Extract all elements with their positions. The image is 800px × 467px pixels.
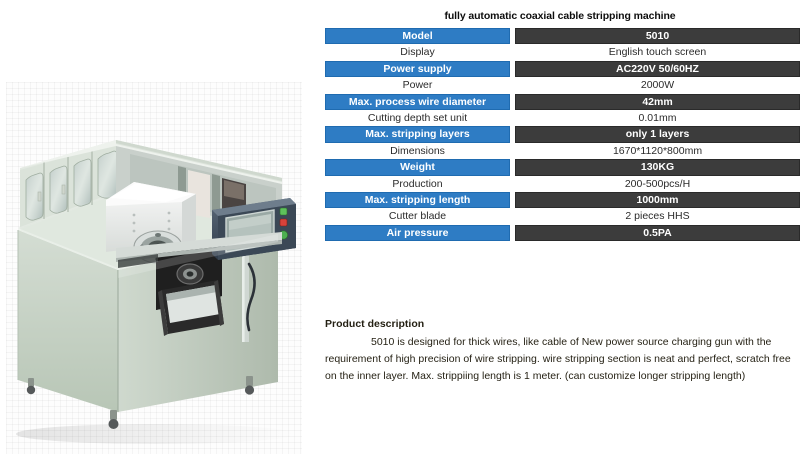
spec-key: Production [325,175,515,193]
spec-key: Weight [325,159,515,176]
machine-illustration [16,140,296,444]
specification-panel: fully automatic coaxial cable stripping … [325,10,800,242]
product-image [6,82,302,454]
spec-key: Power [325,77,515,94]
spec-key: Max. process wire diameter [325,93,515,111]
spec-row: Cutting depth set unit 0.01mm [325,110,800,127]
spec-value: 2 pieces HHS [515,208,800,225]
spec-key: Power supply [325,60,515,78]
spec-key: Cutter blade [325,208,515,225]
spec-value: 1000mm [515,192,800,209]
spec-value: 2000W [515,77,800,94]
spec-row: Dimensions 1670*1120*800mm [325,142,800,160]
spec-value: 200-500pcs/H [515,175,800,193]
spec-value: 0.5PA [515,224,800,242]
spec-value: only 1 layers [515,126,800,143]
spec-row: Display English touch screen [325,44,800,61]
spec-key: Air pressure [325,224,515,242]
spec-value: 5010 [515,28,800,45]
spec-value: English touch screen [515,44,800,61]
spec-row: Max. stripping layers only 1 layers [325,126,800,143]
specification-table: Model 5010 Display English touch screen Powe… [325,28,800,242]
spec-row: Model 5010 [325,28,800,45]
spec-row: Power 2000W [325,77,800,94]
spec-key: Model [325,28,515,45]
spec-row: Max. stripping length 1000mm [325,192,800,209]
description-body: 5010 is designed for thick wires, like c… [325,336,791,382]
spec-value: 130KG [515,159,800,176]
spec-row: Weight 130KG [325,159,800,176]
spec-value: AC220V 50/60HZ [515,60,800,78]
spec-row: Cutter blade 2 pieces HHS [325,208,800,225]
product-description-block: Product description 5010 is designed for… [325,318,795,385]
spec-row: Air pressure 0.5PA [325,224,800,242]
spec-row: Max. process wire diameter 42mm [325,93,800,111]
spec-value: 1670*1120*800mm [515,142,800,160]
spec-key: Max. stripping length [325,192,515,209]
spec-key: Dimensions [325,142,515,160]
spec-key: Cutting depth set unit [325,110,515,127]
spec-title: fully automatic coaxial cable stripping … [444,10,676,22]
spec-row: Production 200-500pcs/H [325,175,800,193]
description-heading: Product description [325,318,425,330]
spec-value: 0.01mm [515,110,800,127]
spec-value: 42mm [515,93,800,111]
spec-key: Display [325,44,515,61]
spec-row: Power supply AC220V 50/60HZ [325,60,800,78]
spec-key: Max. stripping layers [325,126,515,143]
